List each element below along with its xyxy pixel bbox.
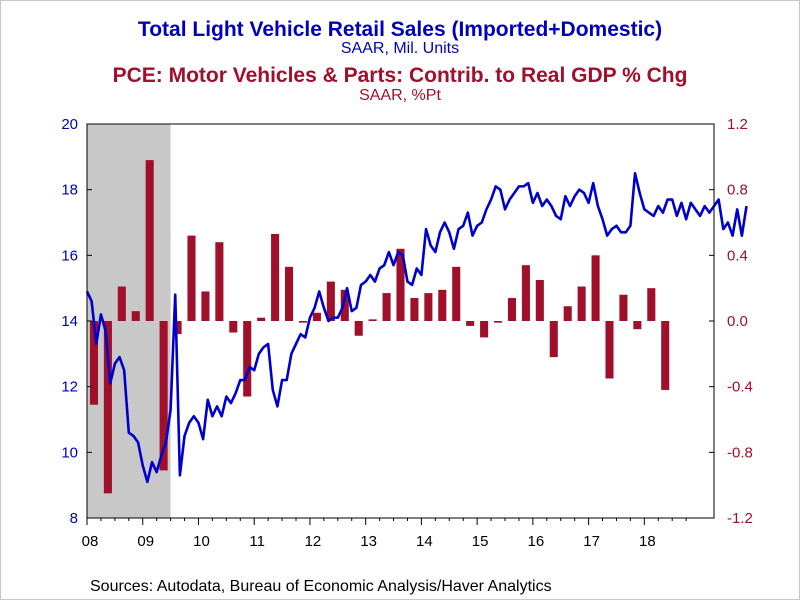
x-tick-label: 10	[193, 533, 210, 550]
bar-q13	[257, 317, 266, 321]
series1-title: Total Light Vehicle Retail Sales (Import…	[137, 18, 663, 41]
bar-q28	[466, 321, 475, 326]
bar-q8	[187, 235, 196, 321]
x-tick-label: 15	[472, 533, 489, 550]
series2-units: SAAR, %Pt	[359, 87, 441, 104]
bar-q6	[159, 321, 168, 471]
bar-q42	[661, 321, 670, 390]
bar-q18	[326, 281, 335, 321]
bar-q12	[243, 321, 252, 397]
bar-q10	[215, 242, 224, 321]
source-note: Sources: Autodata, Bureau of Economic An…	[90, 578, 552, 595]
bar-q20	[354, 321, 363, 336]
right-tick-label: 0.8	[727, 182, 748, 199]
x-tick-label: 11	[249, 533, 265, 550]
bar-q1	[89, 321, 99, 405]
bar-q5	[145, 160, 154, 321]
bar-q14	[271, 233, 280, 321]
x-tick-label: 09	[137, 533, 154, 550]
bar-q15	[284, 266, 294, 321]
bar-q9	[201, 291, 210, 321]
bar-q17	[312, 312, 321, 321]
bar-q25	[424, 293, 433, 321]
x-tick-label: 17	[583, 533, 600, 550]
bar-q41	[647, 288, 656, 321]
right-tick-label: -0.4	[727, 379, 753, 396]
series2-title: PCE: Motor Vehicles & Parts: Contrib. to…	[112, 64, 688, 87]
left-tick-label: 14	[61, 313, 78, 330]
left-tick-label: 12	[61, 379, 78, 396]
left-tick-label: 10	[61, 444, 78, 461]
bar-q31	[507, 298, 517, 321]
x-tick-label: 14	[416, 533, 433, 550]
bar-q27	[452, 266, 461, 321]
x-tick-label: 18	[639, 533, 656, 550]
bar-q32	[521, 265, 530, 321]
left-tick-label: 20	[61, 116, 78, 133]
bar-q11	[229, 321, 238, 333]
bar-q40	[633, 321, 642, 330]
x-tick-label: 16	[528, 533, 545, 550]
bar-q36	[577, 286, 586, 321]
x-tick-label: 12	[305, 533, 322, 550]
right-tick-label: -0.8	[727, 444, 753, 461]
vehicle-sales-line	[85, 171, 748, 484]
bar-q35	[563, 306, 572, 321]
bar-q19	[340, 289, 349, 321]
left-tick-label: 18	[61, 182, 78, 199]
bar-q22	[382, 293, 391, 321]
bar-q39	[619, 294, 628, 321]
bar-q37	[591, 255, 600, 321]
bar-q29	[480, 321, 489, 338]
bar-q21	[368, 319, 377, 321]
bar-q26	[438, 289, 447, 321]
bar-q3	[117, 286, 126, 321]
left-tick-label: 16	[61, 247, 78, 264]
right-tick-label: 1.2	[727, 116, 748, 133]
x-tick-label: 13	[360, 533, 377, 550]
x-tick-label: 08	[82, 533, 99, 550]
bar-q16	[298, 321, 308, 323]
bar-q7	[173, 321, 182, 335]
bar-q4	[131, 311, 140, 321]
right-tick-label: 0.4	[727, 247, 748, 264]
bar-q30	[493, 321, 503, 323]
bar-q24	[410, 298, 419, 321]
right-tick-label: -1.2	[727, 510, 753, 527]
bar-q34	[549, 321, 558, 358]
series1-units: SAAR, Mil. Units	[340, 40, 460, 57]
bar-q38	[605, 321, 614, 379]
bar-q23	[396, 248, 405, 321]
bar-q2	[103, 321, 112, 494]
right-tick-label: 0.0	[727, 313, 748, 330]
bar-q33	[535, 279, 544, 321]
left-tick-label: 8	[70, 510, 78, 527]
